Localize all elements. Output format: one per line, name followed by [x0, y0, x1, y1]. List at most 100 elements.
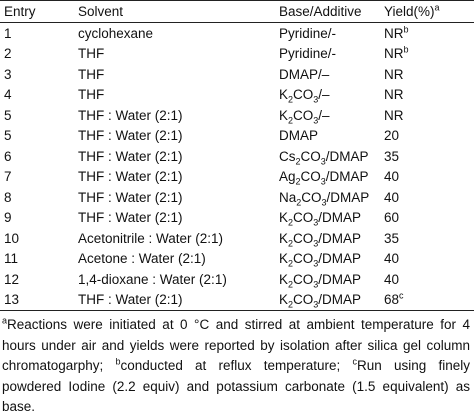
table-cell: Na2CO3/DMAP — [275, 187, 380, 208]
subscript: 3 — [313, 279, 319, 290]
text-run: /DMAP — [325, 169, 369, 185]
supscript: c — [352, 356, 358, 367]
subscript: 3 — [313, 115, 319, 126]
text-run: K — [279, 87, 289, 103]
table-row: 8 THF : Water (2:1) Na2CO3/DMAP 40 — [0, 187, 474, 208]
subscript: 3 — [313, 217, 319, 228]
table-row: 4 THF K2CO3/– NR — [0, 85, 474, 106]
table-cell: NR — [384, 66, 404, 82]
table-cell: 3 — [4, 66, 12, 82]
text-run: CO — [301, 189, 322, 205]
table-cell: NRb — [380, 23, 474, 44]
text-run: 68 — [384, 292, 400, 308]
subscript: 3 — [320, 156, 326, 167]
table-row: 5 THF : Water (2:1) DMAP 20 — [0, 126, 474, 147]
table-cell: Ag2CO3/DMAP — [275, 167, 380, 188]
text-run: Run using finely powdered Iodine (2.2 eq… — [2, 358, 470, 415]
table-cell: 40 — [384, 189, 400, 205]
subscript: 2 — [295, 156, 301, 167]
text-run: Reactions were initiated at 0 °C and sti… — [2, 317, 470, 374]
text-run: CO — [293, 230, 314, 246]
table-cell: Pyridine/- — [279, 25, 337, 41]
table-row: 3 THF DMAP/– NR — [0, 64, 474, 85]
table-row: 9 THF : Water (2:1) K2CO3/DMAP 60 — [0, 208, 474, 229]
header-cell: Yield(%)a — [380, 0, 474, 23]
text-run: /DMAP — [326, 189, 370, 205]
text-run: /DMAP — [325, 148, 369, 164]
table-cell: 8 — [4, 189, 12, 205]
subscript: 3 — [313, 299, 319, 310]
table-cell: K2CO3/– — [275, 105, 380, 126]
subscript: 2 — [288, 238, 294, 249]
text-run: K — [279, 210, 289, 226]
text-run: K — [279, 107, 289, 123]
table-cell: 1,4-dioxane : Water (2:1) — [78, 271, 227, 287]
text-run: K — [279, 271, 289, 287]
table-cell: 5 — [4, 128, 12, 144]
table-row: 12 1,4-dioxane : Water (2:1) K2CO3/DMAP 40 — [0, 269, 474, 290]
table-cell: 9 — [4, 210, 12, 226]
text-run: /– — [318, 87, 330, 103]
table-cell: 2 — [4, 46, 12, 62]
text-run: /DMAP — [318, 230, 362, 246]
table-cell: 40 — [384, 271, 400, 287]
table-row: 10 Acetonitrile : Water (2:1) K2CO3/DMAP 35 — [0, 228, 474, 249]
table-row: 6 THF : Water (2:1) Cs2CO3/DMAP 35 — [0, 146, 474, 167]
data-table: Entry Solvent Base/Additive Yield(%)a 1 cycl… — [0, 0, 474, 311]
text-run: /DMAP — [318, 292, 362, 308]
text-run: CO — [293, 87, 314, 103]
table-cell: K2CO3/DMAP — [275, 228, 380, 249]
text-run: /– — [318, 107, 330, 123]
table-cell: 35 — [384, 230, 400, 246]
text-run: Cs — [279, 148, 296, 164]
text-run: /DMAP — [318, 271, 362, 287]
subscript: 3 — [313, 238, 319, 249]
table-row: 11 Acetone : Water (2:1) K2CO3/DMAP 40 — [0, 249, 474, 270]
table-cell: 6 — [4, 148, 12, 164]
table-row: 13 THF : Water (2:1) K2CO3/DMAP 68c — [0, 290, 474, 311]
table-cell: K2CO3/DMAP — [275, 249, 380, 270]
table-cell: 20 — [384, 128, 400, 144]
subscript: 2 — [288, 94, 294, 105]
footnote: aReactions were initiated at 0 °C and st… — [0, 311, 474, 418]
table-cell: THF : Water (2:1) — [78, 128, 183, 144]
table-cell: THF : Water (2:1) — [78, 189, 183, 205]
table-row: 5 THF : Water (2:1) K2CO3/– NR — [0, 105, 474, 126]
subscript: 2 — [288, 279, 294, 290]
table-cell: NRb — [380, 44, 474, 65]
text-run: Na — [279, 189, 297, 205]
table-cell: K2CO3/DMAP — [275, 290, 380, 311]
table-cell: 5 — [4, 107, 12, 123]
table-body: 1 cyclohexane Pyridine/- NRb 2 THF Pyridine/- N… — [0, 23, 474, 311]
text-run: CO — [293, 251, 314, 267]
table-cell: Acetonitrile : Water (2:1) — [78, 230, 224, 246]
subscript: 3 — [320, 176, 326, 187]
text-run: CO — [300, 169, 321, 185]
table-cell: Cs2CO3/DMAP — [275, 146, 380, 167]
subscript: 3 — [313, 94, 319, 105]
supscript: c — [399, 290, 404, 301]
subscript: 2 — [288, 217, 294, 228]
text-run: K — [279, 292, 289, 308]
table-cell: 40 — [384, 169, 400, 185]
supscript: b — [403, 24, 409, 35]
subscript: 2 — [296, 197, 302, 208]
text-run: CO — [293, 271, 314, 287]
supscript: a — [2, 315, 8, 326]
table-row: 2 THF Pyridine/- NRb — [0, 44, 474, 65]
table-cell: K2CO3/DMAP — [275, 208, 380, 229]
table-cell: DMAP — [279, 128, 319, 144]
table-cell: 60 — [384, 210, 400, 226]
supscript: b — [403, 44, 409, 55]
table-cell: cyclohexane — [78, 25, 154, 41]
table-cell: NR — [384, 107, 404, 123]
table-cell: THF : Water (2:1) — [78, 148, 183, 164]
text-run: K — [279, 230, 289, 246]
table-cell: THF : Water (2:1) — [78, 210, 183, 226]
table-cell: 40 — [384, 251, 400, 267]
supscript: b — [115, 356, 121, 367]
text-run: K — [279, 251, 289, 267]
text-run: CO — [293, 210, 314, 226]
text-run: conducted at reflux temperature; — [120, 358, 353, 374]
text-run: /DMAP — [318, 251, 362, 267]
